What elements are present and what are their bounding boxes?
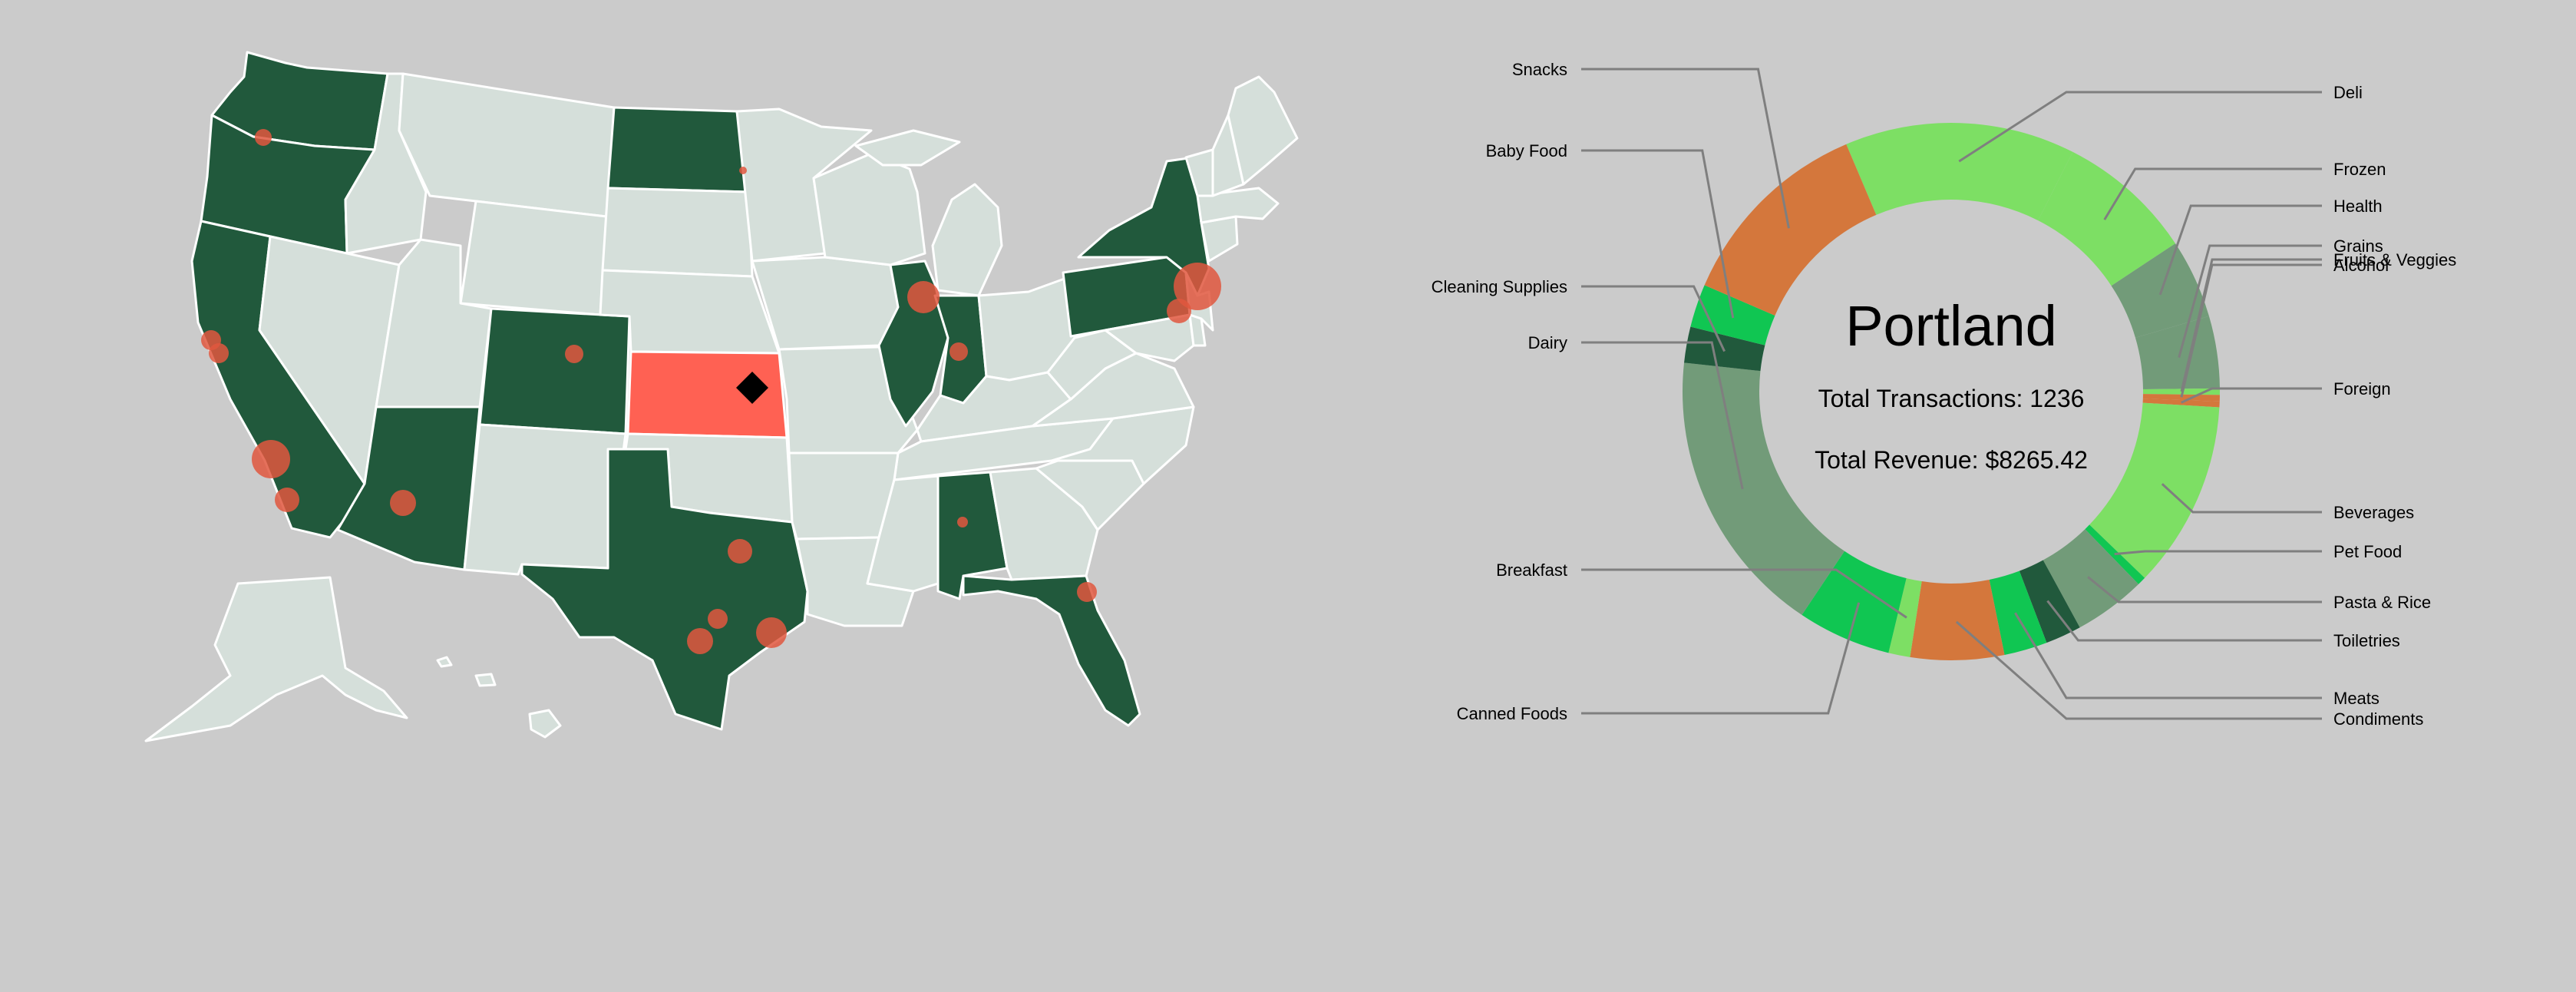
donut-slice-health[interactable] — [2111, 243, 2209, 338]
donut-slice-deli[interactable] — [1846, 123, 2073, 221]
category-label-pasta-rice: Pasta & Rice — [2333, 593, 2431, 612]
category-label-toiletries: Toiletries — [2333, 631, 2400, 650]
category-label-cleaning-supplies: Cleaning Supplies — [1432, 277, 1567, 296]
donut-slice-foreign[interactable] — [2142, 398, 2220, 408]
leader-line-health — [2158, 204, 2322, 296]
city-bubble[interactable] — [949, 342, 968, 361]
leader-line-pasta-rice — [2087, 576, 2322, 603]
leader-line-beverages — [2161, 483, 2322, 514]
leader-line-toiletries — [2046, 600, 2322, 642]
leader-line-condiments — [1955, 620, 2322, 720]
city-bubbles — [201, 129, 1221, 654]
category-label-condiments: Condiments — [2333, 709, 2423, 729]
category-label-frozen: Frozen — [2333, 160, 2386, 179]
leader-line-cleaning-supplies — [1581, 285, 1726, 352]
state-texas[interactable] — [520, 448, 809, 731]
state-wisconsin[interactable] — [812, 152, 926, 266]
category-label-canned-foods: Canned Foods — [1457, 704, 1567, 723]
donut-slice-canned-foods[interactable] — [1802, 551, 1907, 653]
leader-line-pet-food — [2114, 550, 2322, 556]
donut-slice-grains[interactable] — [2135, 316, 2220, 389]
state-hawaii[interactable] — [436, 656, 562, 739]
state-south-dakota[interactable] — [601, 187, 754, 278]
city-bubble[interactable] — [708, 609, 728, 629]
donut-slice-meats[interactable] — [1989, 570, 2047, 656]
leader-line-baby-food — [1581, 149, 1735, 319]
total-transactions: Total Transactions: 1236 — [1818, 385, 2085, 412]
leader-line-meats — [2014, 612, 2322, 699]
leader-line-breakfast — [1581, 568, 1907, 619]
state-kansas[interactable] — [626, 350, 788, 439]
city-bubble[interactable] — [209, 343, 229, 363]
city-bubble[interactable] — [1167, 299, 1191, 323]
city-bubble[interactable] — [1077, 582, 1097, 602]
store-name: Portland — [1845, 294, 2057, 358]
category-label-grains: Grains — [2333, 236, 2383, 256]
category-label-alcohol: Alcohol — [2333, 256, 2389, 275]
state-colorado[interactable] — [478, 307, 631, 435]
state-maine[interactable] — [1227, 75, 1299, 186]
category-label-snacks: Snacks — [1512, 60, 1567, 79]
state-arizona[interactable] — [336, 405, 481, 571]
category-label-pet-food: Pet Food — [2333, 542, 2402, 561]
donut-slice-condiments[interactable] — [1910, 580, 2005, 660]
donut-slice-dairy[interactable] — [1683, 362, 1845, 615]
leader-line-foreign — [2181, 387, 2322, 404]
state-north-carolina[interactable] — [1050, 405, 1195, 485]
donut-slice-alcohol[interactable] — [2142, 394, 2220, 402]
city-bubble[interactable] — [252, 440, 290, 478]
leader-line-alcohol — [2180, 263, 2322, 398]
category-label-breakfast: Breakfast — [1496, 560, 1567, 580]
donut-slice-frozen[interactable] — [2038, 151, 2176, 286]
city-bubble[interactable] — [565, 345, 583, 363]
leader-line-snacks — [1581, 68, 1790, 229]
leader-line-deli — [1958, 91, 2322, 163]
state-florida[interactable] — [962, 574, 1141, 727]
city-bubble[interactable] — [756, 617, 787, 648]
category-label-foreign: Foreign — [2333, 379, 2391, 398]
state-north-dakota[interactable] — [606, 106, 750, 193]
leader-line-fruits-veggies — [2180, 258, 2322, 392]
state-massachusetts[interactable] — [1196, 187, 1280, 224]
total-revenue: Total Revenue: $8265.42 — [1815, 446, 2088, 474]
state-alaska[interactable] — [144, 576, 408, 742]
selected-city-marker-icon[interactable] — [736, 372, 768, 404]
leader-line-frozen — [2103, 167, 2322, 220]
leader-line-grains — [2178, 244, 2322, 359]
state-iowa[interactable] — [751, 256, 900, 351]
category-label-deli: Deli — [2333, 83, 2363, 102]
category-label-dairy: Dairy — [1528, 333, 1567, 352]
city-bubble[interactable] — [957, 517, 968, 527]
label-leader-lines — [1581, 68, 2322, 720]
city-bubble[interactable] — [390, 490, 416, 516]
category-label-baby-food: Baby Food — [1486, 141, 1567, 160]
city-bubble[interactable] — [1174, 263, 1221, 310]
leader-line-canned-foods — [1581, 602, 1861, 715]
donut-slice-beverages[interactable] — [2089, 402, 2220, 578]
us-map — [144, 51, 1299, 742]
city-bubble[interactable] — [907, 281, 940, 313]
donut-slice-snacks[interactable] — [1704, 144, 1877, 316]
state-new-mexico[interactable] — [463, 423, 627, 576]
state-michigan[interactable] — [854, 129, 1003, 297]
city-bubble[interactable] — [255, 129, 272, 146]
city-bubble[interactable] — [728, 539, 752, 564]
category-label-health: Health — [2333, 197, 2383, 216]
category-label-beverages: Beverages — [2333, 503, 2414, 522]
leader-line-dairy — [1581, 341, 1744, 490]
city-bubble[interactable] — [275, 488, 299, 512]
state-wyoming[interactable] — [459, 200, 608, 316]
city-bubble[interactable] — [687, 628, 713, 654]
city-bubble[interactable] — [739, 167, 747, 174]
category-label-meats: Meats — [2333, 689, 2379, 708]
category-label-fruits-veggies: Fruits & Veggies — [2333, 250, 2456, 269]
